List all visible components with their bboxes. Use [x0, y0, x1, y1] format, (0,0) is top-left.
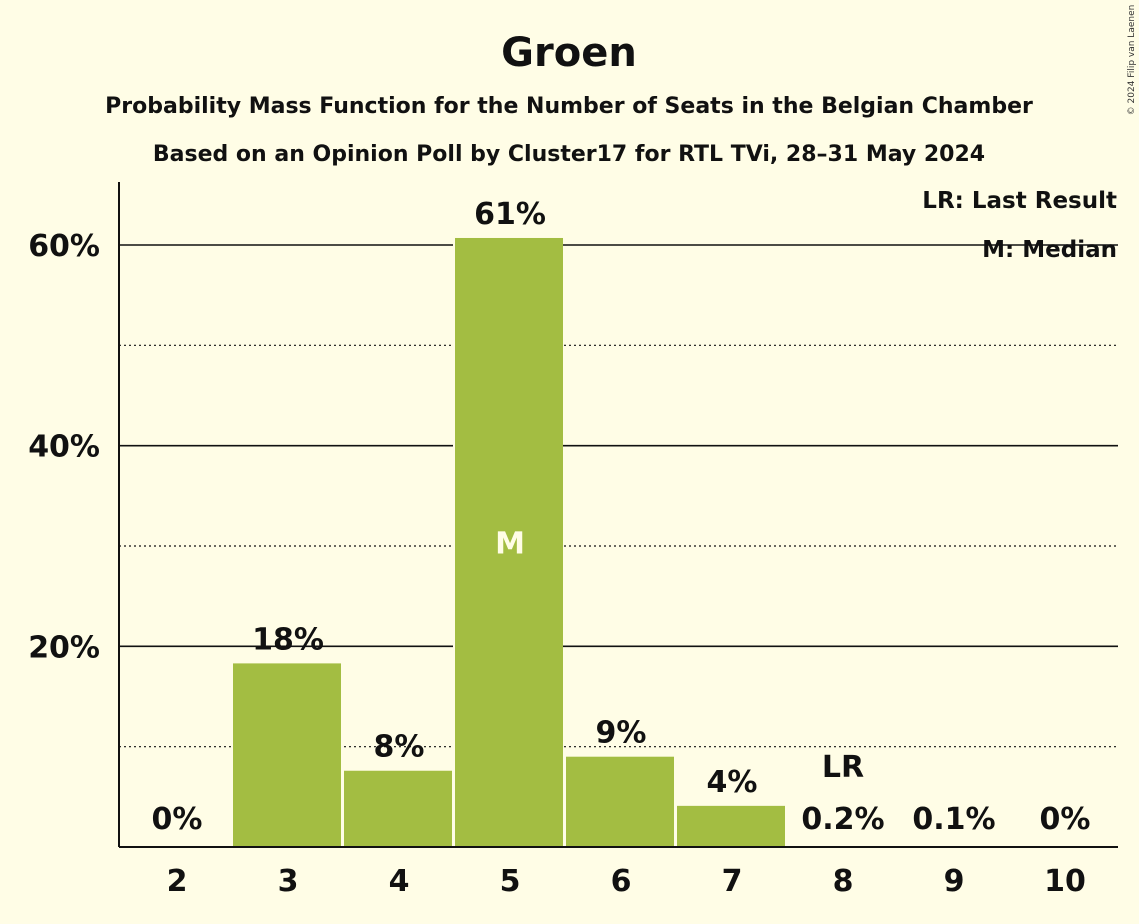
legend-entry: LR: Last Result — [922, 188, 1117, 214]
bar-seats-3 — [233, 663, 341, 847]
value-labels: 0% 18% 8% 61% M 9% 4% 0.2% LR 0.1% 0% — [152, 197, 1091, 837]
x-tick-label: 10 — [1044, 864, 1086, 899]
chart-subtitle-source: Based on an Opinion Poll by Cluster17 fo… — [153, 142, 985, 167]
value-label-9: 0.1% — [912, 802, 995, 837]
x-tick-label: 7 — [722, 864, 743, 899]
bar-seats-7 — [677, 805, 785, 847]
value-label-10: 0% — [1040, 802, 1091, 837]
y-tick-label: 20% — [28, 630, 100, 665]
legend: LR: Last Result M: Median — [922, 188, 1117, 263]
chart-subtitle: Probability Mass Function for the Number… — [105, 94, 1033, 119]
x-tick-label: 9 — [944, 864, 965, 899]
value-label-6: 9% — [596, 716, 647, 751]
x-tick-label: 4 — [389, 864, 410, 899]
value-label-2: 0% — [152, 802, 203, 837]
bar-seats-4 — [344, 770, 452, 847]
last-result-marker: LR — [822, 750, 864, 785]
x-axis-labels: 2 3 4 5 6 7 8 9 10 — [167, 864, 1086, 899]
value-label-3: 18% — [252, 622, 324, 657]
bars — [231, 237, 785, 847]
x-tick-label: 2 — [167, 864, 188, 899]
x-tick-label: 5 — [500, 864, 521, 899]
value-label-5: 61% — [474, 197, 546, 232]
y-tick-label: 60% — [28, 229, 100, 264]
value-label-8: 0.2% — [801, 802, 884, 837]
bar-seats-5 — [455, 237, 563, 847]
y-axis-labels: 20% 40% 60% — [28, 229, 100, 665]
bar-seats-6 — [566, 756, 674, 847]
value-label-7: 4% — [707, 765, 758, 800]
x-tick-label: 8 — [833, 864, 854, 899]
value-label-4: 8% — [374, 730, 425, 765]
y-tick-label: 40% — [28, 430, 100, 465]
x-tick-label: 3 — [278, 864, 299, 899]
axes — [118, 182, 1118, 848]
x-tick-label: 6 — [611, 864, 632, 899]
copyright-note: © 2024 Filip van Laenen — [1127, 5, 1137, 116]
legend-entry: M: Median — [982, 237, 1117, 263]
chart-title: Groen — [501, 30, 637, 76]
median-marker: M — [495, 526, 525, 561]
